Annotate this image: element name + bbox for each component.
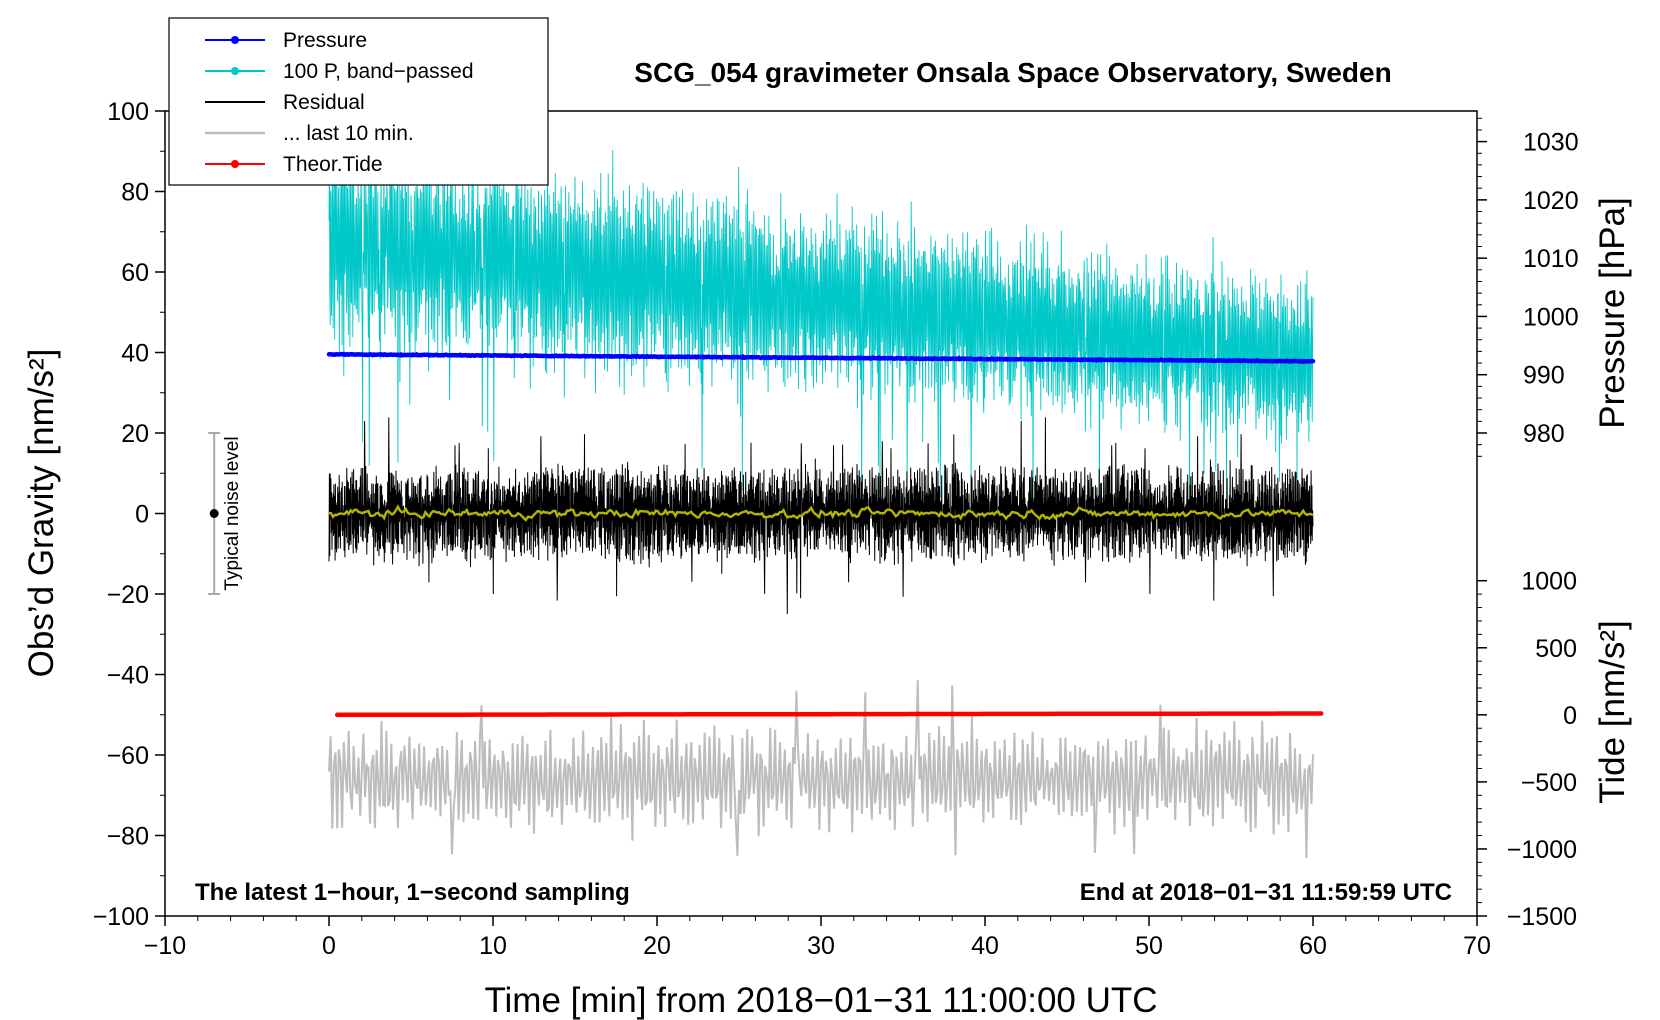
x-tick-label: 20 bbox=[643, 932, 671, 960]
noise-center-dot bbox=[209, 509, 219, 518]
x-tick-label: 30 bbox=[807, 932, 835, 960]
pressure-tick-label: 1020 bbox=[1523, 187, 1579, 215]
legend-label: Theor.Tide bbox=[283, 153, 383, 176]
y-axis-title-left: Obs’d Gravity [nm/s²] bbox=[22, 349, 61, 678]
x-tick-label: 0 bbox=[322, 932, 336, 960]
annotation-bottom-right: End at 2018−01−31 11:59:59 UTC bbox=[1080, 879, 1452, 906]
legend-marker bbox=[231, 160, 239, 168]
tide-tick-label: 1000 bbox=[1521, 568, 1577, 596]
y-tick-label-left: 80 bbox=[121, 179, 149, 207]
pressure-tick-label: 1000 bbox=[1523, 303, 1579, 331]
tide-tick-label: 500 bbox=[1535, 635, 1577, 663]
pressure-tick-label: 990 bbox=[1523, 362, 1565, 390]
residual-smoothed-line bbox=[328, 504, 1314, 522]
legend: Pressure 100 P, band−passed Residual ... la… bbox=[168, 17, 549, 186]
pressure-line bbox=[326, 351, 1316, 364]
y-axis-title-tide: Tide [nm/s²] bbox=[1593, 620, 1632, 803]
annotation-bottom-left: The latest 1−hour, 1−second sampling bbox=[195, 879, 630, 906]
legend-label: 100 P, band−passed bbox=[283, 60, 474, 83]
y-tick-label-left: 100 bbox=[107, 98, 149, 126]
y-axis-title-pressure: Pressure [hPa] bbox=[1593, 197, 1632, 429]
pressure-tick-label: 1030 bbox=[1523, 129, 1579, 157]
legend-marker bbox=[231, 36, 239, 44]
y-tick-label-left: 40 bbox=[121, 340, 149, 368]
tide-tick-label: −1000 bbox=[1507, 836, 1577, 864]
x-tick-label: 10 bbox=[479, 932, 507, 960]
y-tick-label-left: −40 bbox=[107, 662, 149, 690]
legend-label: Pressure bbox=[283, 29, 367, 52]
x-tick-label: 50 bbox=[1135, 932, 1163, 960]
tide-tick-label: −500 bbox=[1521, 769, 1577, 797]
residual-line bbox=[328, 417, 1314, 615]
y-tick-label-left: 0 bbox=[135, 501, 149, 529]
legend-label: ... last 10 min. bbox=[283, 122, 414, 145]
x-tick-label: −10 bbox=[144, 932, 186, 960]
legend-marker bbox=[231, 67, 239, 75]
tide-tick-label: −1500 bbox=[1507, 903, 1577, 931]
x-tick-label: 40 bbox=[971, 932, 999, 960]
x-tick-label: 60 bbox=[1299, 932, 1327, 960]
noise-indicator: Typical noise level bbox=[208, 432, 243, 595]
x-tick-label: 70 bbox=[1463, 932, 1491, 960]
theoretical-tide-line bbox=[334, 711, 1324, 718]
pressure-tick-label: 1010 bbox=[1523, 245, 1579, 273]
y-tick-label-left: −20 bbox=[107, 581, 149, 609]
y-tick-label-left: −100 bbox=[93, 903, 149, 931]
y-tick-label-left: 60 bbox=[121, 259, 149, 287]
y-tick-label-left: 20 bbox=[121, 420, 149, 448]
noise-label: Typical noise level bbox=[222, 436, 243, 590]
y-tick-label-left: −60 bbox=[107, 742, 149, 770]
tide-tick-label: 0 bbox=[1563, 702, 1577, 730]
pressure-tick-label: 980 bbox=[1523, 420, 1565, 448]
x-axis-title: Time [min] from 2018−01−31 11:00:00 UTC bbox=[484, 981, 1157, 1020]
axes-layer: −10 0 10 20 30 40 50 60 70−100−80−60−40−20020406… bbox=[93, 98, 1579, 960]
chart-title: SCG_054 gravimeter Onsala Space Observat… bbox=[634, 57, 1391, 88]
y-tick-label-left: −80 bbox=[107, 823, 149, 851]
last-10-min-line bbox=[328, 680, 1314, 859]
legend-label: Residual bbox=[283, 91, 365, 114]
